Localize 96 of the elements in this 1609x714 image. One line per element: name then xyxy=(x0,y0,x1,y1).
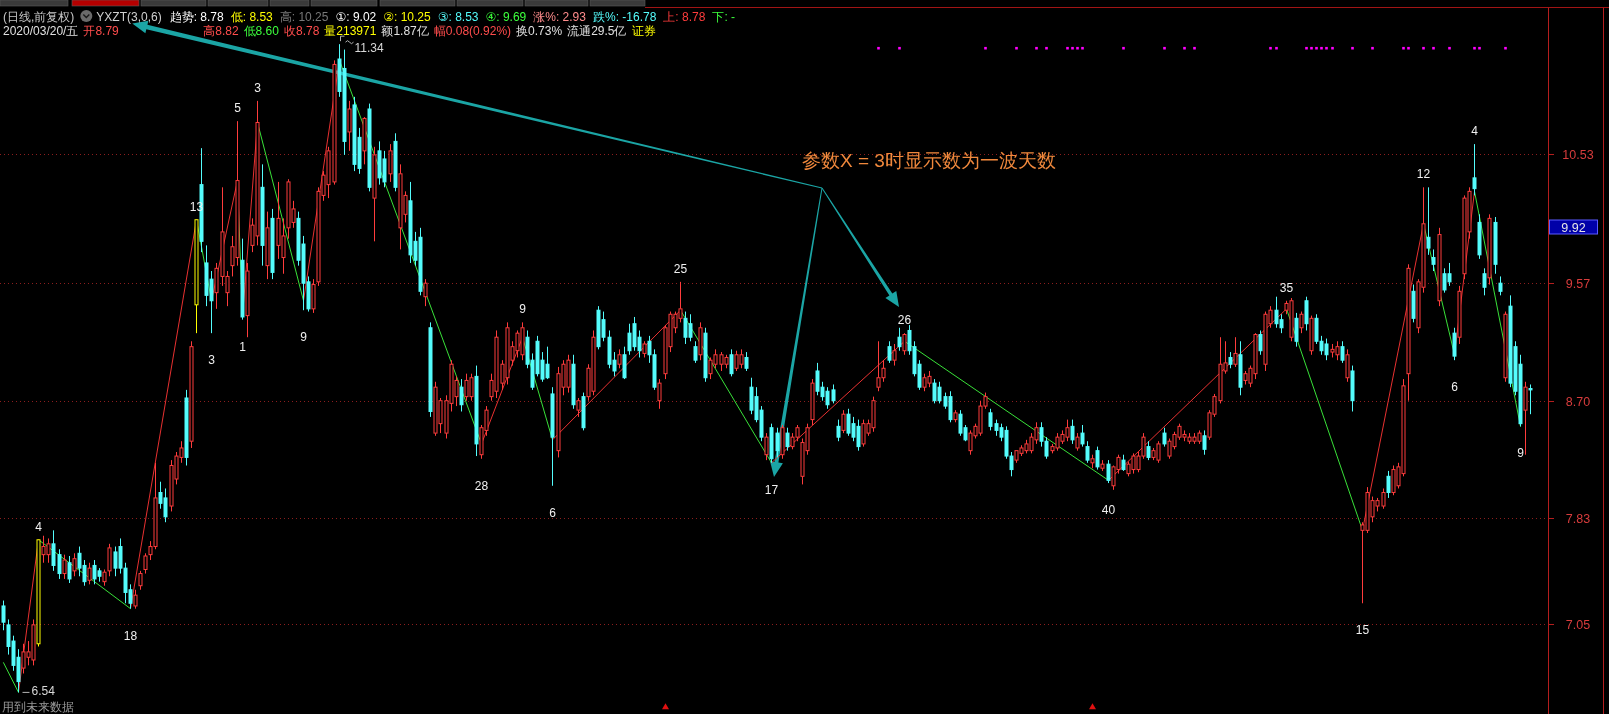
candlestick xyxy=(1528,383,1533,415)
annotation: 换0.73% xyxy=(516,23,563,38)
annotation: 40 xyxy=(1101,503,1116,518)
y-tick-label: 7.83 xyxy=(1565,512,1591,526)
candlestick xyxy=(72,552,77,577)
candlestick xyxy=(887,340,892,364)
annotation: 28 xyxy=(474,478,489,493)
annotation: 5 xyxy=(234,101,242,116)
annotation: 4 xyxy=(1471,124,1479,139)
annotation: 证券 xyxy=(631,23,656,38)
candlestick xyxy=(902,334,907,356)
annotation: 高8.82 xyxy=(203,23,239,38)
annotation: 1 xyxy=(239,339,247,354)
annotation: 35 xyxy=(1279,280,1294,295)
annotation: 下: - xyxy=(712,9,736,24)
y-tick-label: 9.57 xyxy=(1565,277,1591,291)
candlestick xyxy=(1452,327,1457,361)
candlestick xyxy=(1406,263,1411,402)
candlestick xyxy=(1106,459,1111,484)
chart-title: (日线,前复权) xyxy=(3,9,75,24)
annotation: 参数X = 3时显示数为一波天数 xyxy=(802,150,1056,171)
candlestick xyxy=(423,278,428,307)
candlestick xyxy=(1070,419,1075,445)
annotation: 17 xyxy=(764,482,779,497)
annotation: 低: 8.53 xyxy=(230,9,274,24)
annotation: 跌%: -16.78 xyxy=(592,9,657,24)
annotation: 9 xyxy=(519,302,527,317)
annotation: ④: 9.69 xyxy=(485,9,527,24)
annotation: 量213971 xyxy=(324,23,377,38)
annotation: 收8.78 xyxy=(283,23,320,38)
candlestick xyxy=(1345,348,1350,383)
candlestick xyxy=(1340,340,1345,364)
annotation: 18 xyxy=(123,628,138,643)
candlestick xyxy=(1523,381,1528,456)
annotation: 上: 8.78 xyxy=(663,9,706,24)
candlestick xyxy=(1431,248,1436,272)
annotation: 6 xyxy=(1451,380,1459,395)
candlestick xyxy=(1146,440,1151,461)
annotation: 15 xyxy=(1355,623,1370,638)
y-tick-label: 8.70 xyxy=(1565,395,1591,409)
annotation: 高: 10.25 xyxy=(279,9,329,24)
annotation: 趋势: 8.78 xyxy=(169,9,225,24)
candlestick xyxy=(836,419,841,442)
candlestick xyxy=(1258,329,1263,356)
annotation: 3 xyxy=(254,80,262,95)
candlestick xyxy=(265,211,270,280)
annotation: 涨%: 2.93 xyxy=(533,9,587,24)
candlestick xyxy=(1498,275,1503,296)
annotation: 低8.60 xyxy=(243,23,280,38)
candlestick xyxy=(1080,424,1085,448)
candlestick xyxy=(1426,186,1431,256)
candlestick xyxy=(1294,312,1299,348)
annotation: ①: 9.02 xyxy=(335,9,377,24)
candlestick xyxy=(785,427,790,452)
candlestick xyxy=(698,321,703,361)
y-tick-label: 7.05 xyxy=(1565,618,1591,632)
annotation: ②: 10.25 xyxy=(383,9,432,24)
annotation: 2020/03/20/五 xyxy=(3,23,79,38)
candlestick xyxy=(1085,440,1090,464)
annotation: 开8.79 xyxy=(83,23,120,38)
annotation: 25 xyxy=(673,261,688,276)
annotation: 3 xyxy=(208,353,216,368)
annotation: ③: 8.53 xyxy=(437,9,479,24)
candlestick xyxy=(1,600,6,631)
annotation: 9 xyxy=(1517,446,1525,461)
candlestick xyxy=(1386,470,1391,499)
candlestick xyxy=(102,569,107,587)
annotation: 6.54 xyxy=(31,684,56,699)
candlestick xyxy=(1202,429,1207,456)
annotation: 用到未来数据 xyxy=(2,700,74,714)
candlestick xyxy=(744,351,749,372)
candlestick xyxy=(1482,267,1487,296)
candlestick xyxy=(764,432,769,461)
text: 9.92 xyxy=(1561,220,1586,235)
annotation: 11.34 xyxy=(354,41,384,56)
annotation: 4 xyxy=(35,519,43,534)
candlestick xyxy=(1487,213,1492,286)
candlestick xyxy=(1095,446,1100,471)
annotation: 幅0.08(0.92%) xyxy=(433,23,512,38)
annotation: 9 xyxy=(300,330,308,345)
candlestick xyxy=(729,348,734,377)
annotation: 流通29.5亿 xyxy=(567,23,627,38)
annotation: 12 xyxy=(1416,167,1431,182)
candlestick xyxy=(1304,296,1309,331)
annotation: 6 xyxy=(549,505,557,520)
candlestick xyxy=(459,378,464,412)
candlestick xyxy=(897,327,902,352)
chart-subtitle: YXZT(3,0,6) xyxy=(96,9,162,24)
candlestick xyxy=(693,340,698,364)
candlestick xyxy=(1472,143,1477,196)
annotation: 26 xyxy=(897,313,912,328)
candlestick xyxy=(67,555,72,584)
candlestick xyxy=(622,346,627,380)
annotation: 额1.87亿 xyxy=(381,23,429,38)
y-tick-label: 10.53 xyxy=(1562,148,1594,162)
candlestick xyxy=(1162,427,1167,448)
